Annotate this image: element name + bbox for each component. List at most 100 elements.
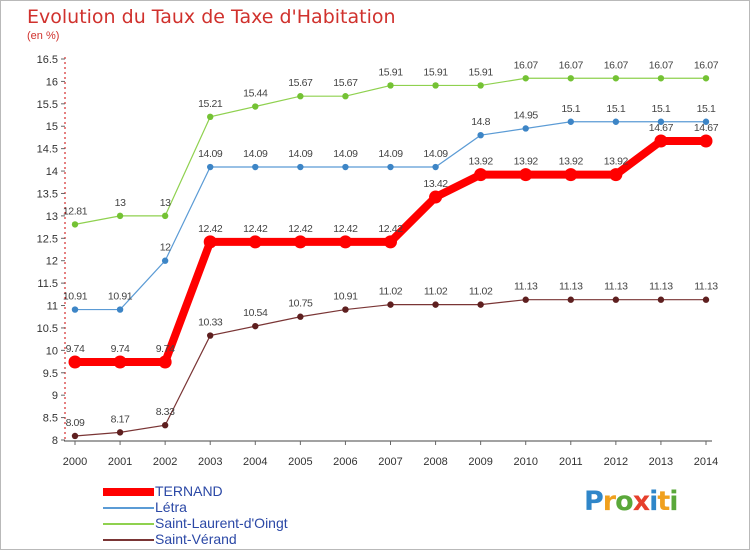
x-tick-label: 2012 (604, 456, 628, 468)
legend-label: Létra (155, 499, 187, 515)
data-point (161, 257, 169, 264)
logo-letter: x (632, 486, 650, 517)
data-point (116, 306, 124, 313)
data-label: 13.92 (604, 156, 629, 168)
data-point (297, 93, 304, 100)
data-label: 10.75 (288, 298, 313, 310)
data-label: 16.07 (514, 59, 539, 71)
data-label: 15.1 (561, 103, 580, 115)
y-tick-label: 13.5 (37, 188, 58, 200)
x-tick-label: 2008 (423, 456, 447, 468)
data-label: 15.91 (378, 66, 403, 78)
data-label: 14.09 (333, 148, 358, 160)
data-label: 15.1 (697, 103, 716, 115)
legend-swatch (103, 507, 154, 509)
data-point (432, 163, 439, 171)
y-tick-label: 16 (46, 76, 58, 88)
data-label: 14.09 (288, 148, 313, 160)
data-label: 12.42 (333, 223, 358, 235)
data-point (612, 75, 620, 82)
data-label: 13.92 (559, 156, 584, 168)
data-point (612, 296, 620, 303)
y-tick-label: 11 (47, 301, 58, 313)
legend-label: Saint-Laurent-d'Oingt (155, 515, 288, 531)
data-point (567, 296, 574, 303)
data-label: 15.21 (198, 98, 223, 110)
data-point (567, 118, 574, 125)
data-label: 16.07 (604, 59, 629, 71)
data-label: 8.09 (66, 417, 85, 429)
y-tick-label: 12 (46, 256, 58, 268)
data-point (477, 82, 484, 89)
y-tick-label: 8.5 (43, 413, 58, 425)
data-label: 15.91 (423, 66, 448, 78)
data-label: 14.67 (694, 122, 719, 134)
proxiti-logo: Proxiti (584, 486, 679, 517)
data-point (702, 296, 710, 303)
x-tick-label: 2006 (333, 456, 357, 468)
data-point (252, 163, 259, 171)
data-label: 9.74 (111, 343, 130, 355)
data-point (522, 296, 529, 303)
data-point (699, 134, 713, 148)
x-tick-label: 2001 (108, 456, 132, 468)
data-label: 8.33 (156, 406, 175, 418)
y-tick-label: 10.5 (37, 323, 58, 335)
logo-letter: r (602, 486, 616, 517)
data-label: 9.74 (66, 343, 85, 355)
data-label: 13.42 (423, 178, 448, 190)
data-label: 12.42 (243, 223, 268, 235)
data-label: 8.17 (111, 413, 130, 425)
data-label: 15.67 (288, 77, 313, 89)
data-point (297, 163, 304, 171)
logo-letter: i (649, 486, 658, 517)
chart-unit-label: (en %) (27, 30, 60, 42)
data-point (477, 301, 484, 308)
data-label: 10.54 (243, 307, 268, 319)
legend-label: TERNAND (155, 483, 223, 499)
data-point (564, 168, 578, 182)
data-label: 13.92 (514, 156, 539, 168)
x-tick-label: 2010 (513, 456, 537, 468)
data-label: 13 (160, 197, 171, 209)
data-point (432, 82, 439, 89)
data-point (252, 322, 259, 330)
chart-title: Evolution du Taux de Taxe d'Habitation (27, 6, 396, 28)
y-tick-label: 8 (52, 435, 58, 447)
data-point (207, 332, 214, 339)
data-point (432, 301, 439, 308)
data-label: 14.8 (471, 116, 490, 128)
x-tick-label: 2003 (198, 456, 222, 468)
data-point (387, 301, 394, 308)
data-label: 11.13 (559, 281, 583, 293)
data-label: 11.13 (604, 281, 628, 293)
x-tick-label: 2004 (243, 456, 267, 468)
data-point (567, 75, 574, 82)
y-tick-label: 10 (46, 345, 58, 357)
data-point (116, 429, 124, 436)
data-point (342, 93, 349, 100)
data-label: 11.13 (694, 281, 718, 293)
data-point (474, 168, 488, 182)
x-tick-label: 2000 (63, 456, 87, 468)
y-tick-label: 12.5 (37, 233, 58, 245)
data-point (161, 422, 169, 429)
data-point (477, 132, 484, 139)
data-point (203, 235, 217, 249)
logo-letter: i (669, 486, 678, 517)
y-tick-label: 14.5 (37, 144, 58, 156)
y-tick-label: 9 (52, 390, 58, 402)
data-point (612, 118, 620, 125)
data-label: 15.1 (652, 103, 671, 115)
data-label: 16.07 (649, 59, 674, 71)
data-point (342, 163, 349, 171)
y-tick-label: 15.5 (37, 99, 58, 111)
data-point (384, 235, 397, 249)
data-label: 14.67 (649, 122, 674, 134)
data-label: 12.42 (198, 223, 223, 235)
legend-swatch (103, 523, 154, 525)
x-tick-label: 2013 (649, 456, 673, 468)
data-point (387, 163, 394, 171)
data-label: 11.13 (649, 281, 673, 293)
